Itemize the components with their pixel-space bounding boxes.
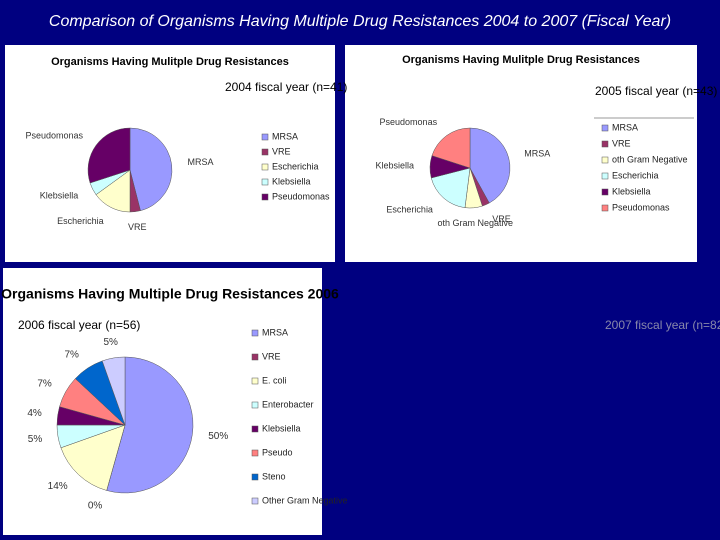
legend-label: Pseudomonas (612, 202, 670, 212)
slice-label: 0% (88, 501, 103, 512)
legend-swatch (251, 449, 259, 457)
pie-slice (87, 127, 131, 184)
slice-label: 5% (104, 337, 119, 348)
slice-label: MRSA (188, 157, 214, 167)
legend-swatch (251, 401, 259, 409)
pie-slice (106, 356, 194, 494)
slice-label: MRSA (524, 148, 550, 158)
slice-label: Escherichia (57, 216, 104, 226)
legend-label: Escherichia (612, 170, 659, 180)
slice-label: Klebsiella (40, 191, 79, 201)
legend-swatch (601, 172, 609, 180)
legend-swatch (251, 353, 259, 361)
legend-swatch (601, 124, 609, 132)
slice-label: 7% (37, 378, 52, 389)
legend-label: oth Gram Negative (612, 154, 688, 164)
chart-caption: 2004 fiscal year (n=41) (225, 80, 347, 94)
legend-swatch (251, 425, 259, 433)
slice-label: 7% (64, 349, 79, 360)
legend-label: VRE (272, 146, 291, 156)
legend-label: Escherichia (272, 161, 319, 171)
slice-label: 50% (208, 431, 228, 442)
legend-swatch (601, 140, 609, 148)
legend-swatch (601, 156, 609, 164)
legend-swatch (251, 497, 259, 505)
slice-label: 4% (27, 408, 42, 419)
slide-title: Comparison of Organisms Having Multiple … (49, 13, 671, 30)
legend-swatch (261, 178, 269, 186)
chart-caption: 2005 fiscal year (n=43) (595, 84, 717, 98)
pie-slice (101, 356, 126, 426)
legend-swatch (251, 473, 259, 481)
legend-label: Enterobacter (262, 399, 314, 409)
chart-caption: 2006 fiscal year (n=56) (18, 318, 140, 332)
legend-label: MRSA (612, 122, 638, 132)
legend-label: Pseudo (262, 447, 293, 457)
legend-label: Klebsiella (262, 423, 301, 433)
legend-label: MRSA (262, 327, 288, 337)
panel (345, 45, 697, 262)
legend-swatch (261, 163, 269, 171)
legend-label: Pseudomonas (272, 191, 330, 201)
legend-label: Klebsiella (612, 186, 651, 196)
legend-swatch (261, 133, 269, 141)
chart-title: Organisms Having Mulitple Drug Resistanc… (402, 54, 640, 66)
legend-label: E. coli (262, 375, 287, 385)
panel (5, 45, 335, 262)
slice-label: Klebsiella (375, 161, 414, 171)
legend-label: Steno (262, 471, 286, 481)
legend-swatch (261, 148, 269, 156)
slice-label: 14% (48, 481, 68, 492)
legend-swatch (251, 377, 259, 385)
legend-swatch (251, 329, 259, 337)
pie-slice (430, 167, 471, 208)
legend-swatch (601, 188, 609, 196)
legend-label: VRE (612, 138, 631, 148)
slice-label: VRE (128, 222, 147, 232)
legend-label: MRSA (272, 131, 298, 141)
slice-label: oth Gram Negative (437, 218, 513, 228)
slice-label: Pseudomonas (26, 130, 84, 140)
legend-swatch (261, 193, 269, 201)
chart-title: Organisms Having Mulitple Drug Resistanc… (51, 56, 289, 68)
legend-label: Other Gram Negative (262, 495, 348, 505)
slice-label: Escherichia (386, 204, 433, 214)
panel-caption: 2007 fiscal year (n=82) (605, 318, 720, 332)
slice-label: VRE (492, 214, 511, 224)
slice-label: Pseudomonas (380, 117, 438, 127)
slice-label: 5% (28, 434, 43, 445)
pie-slice (431, 127, 471, 169)
chart-title: Organisms Having Multiple Drug Resistanc… (1, 286, 339, 302)
pie-slice (60, 424, 126, 491)
legend-label: VRE (262, 351, 281, 361)
pie-slice (129, 127, 173, 211)
pie-slice (469, 127, 511, 204)
legend-swatch (601, 204, 609, 212)
legend-label: Klebsiella (272, 176, 311, 186)
